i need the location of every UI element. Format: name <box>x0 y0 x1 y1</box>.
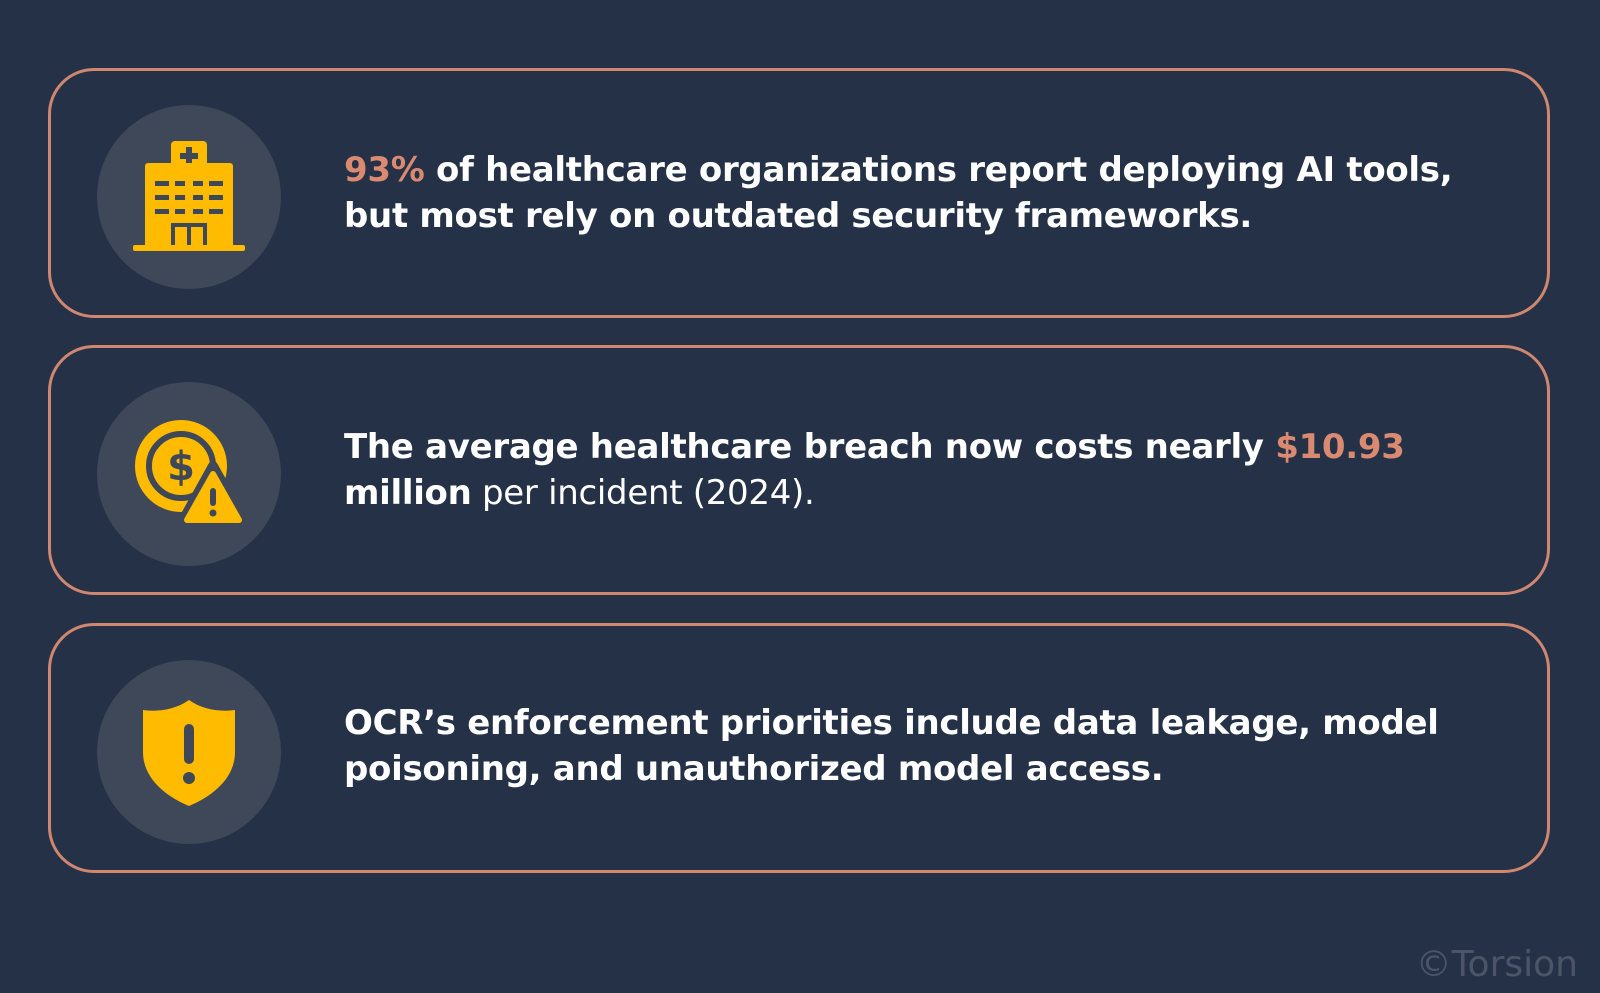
torsion-watermark: ©Torsion <box>1415 944 1578 985</box>
stat-highlight: $10.93 <box>1275 427 1405 467</box>
stat-description: OCR’s enforcement priorities include dat… <box>344 703 1439 789</box>
stat-card-breach-cost: $ The average healthcare breach now cost… <box>48 345 1550 595</box>
stat-description-before: The average healthcare breach now costs … <box>344 427 1276 467</box>
stat-text: The average healthcare breach now costs … <box>344 348 1494 592</box>
stat-description-after: per incident (2024). <box>471 473 815 513</box>
money-warning-icon: $ <box>135 420 247 529</box>
stat-card-ocr-priorities: OCR’s enforcement priorities include dat… <box>48 623 1550 873</box>
stat-text: 93% of healthcare organizations report d… <box>344 71 1494 315</box>
icon-circle <box>97 105 281 289</box>
icon-circle: $ <box>97 382 281 566</box>
stat-description: of healthcare organizations report deplo… <box>344 150 1453 236</box>
stat-highlight-unit: million <box>344 473 472 513</box>
stat-card-ai-adoption: 93% of healthcare organizations report d… <box>48 68 1550 318</box>
hospital-icon <box>133 141 245 251</box>
stat-text: OCR’s enforcement priorities include dat… <box>344 626 1494 870</box>
svg-text:$: $ <box>167 444 195 490</box>
stat-highlight: 93% <box>344 150 425 190</box>
shield-alert-icon <box>143 700 235 806</box>
icon-circle <box>97 660 281 844</box>
